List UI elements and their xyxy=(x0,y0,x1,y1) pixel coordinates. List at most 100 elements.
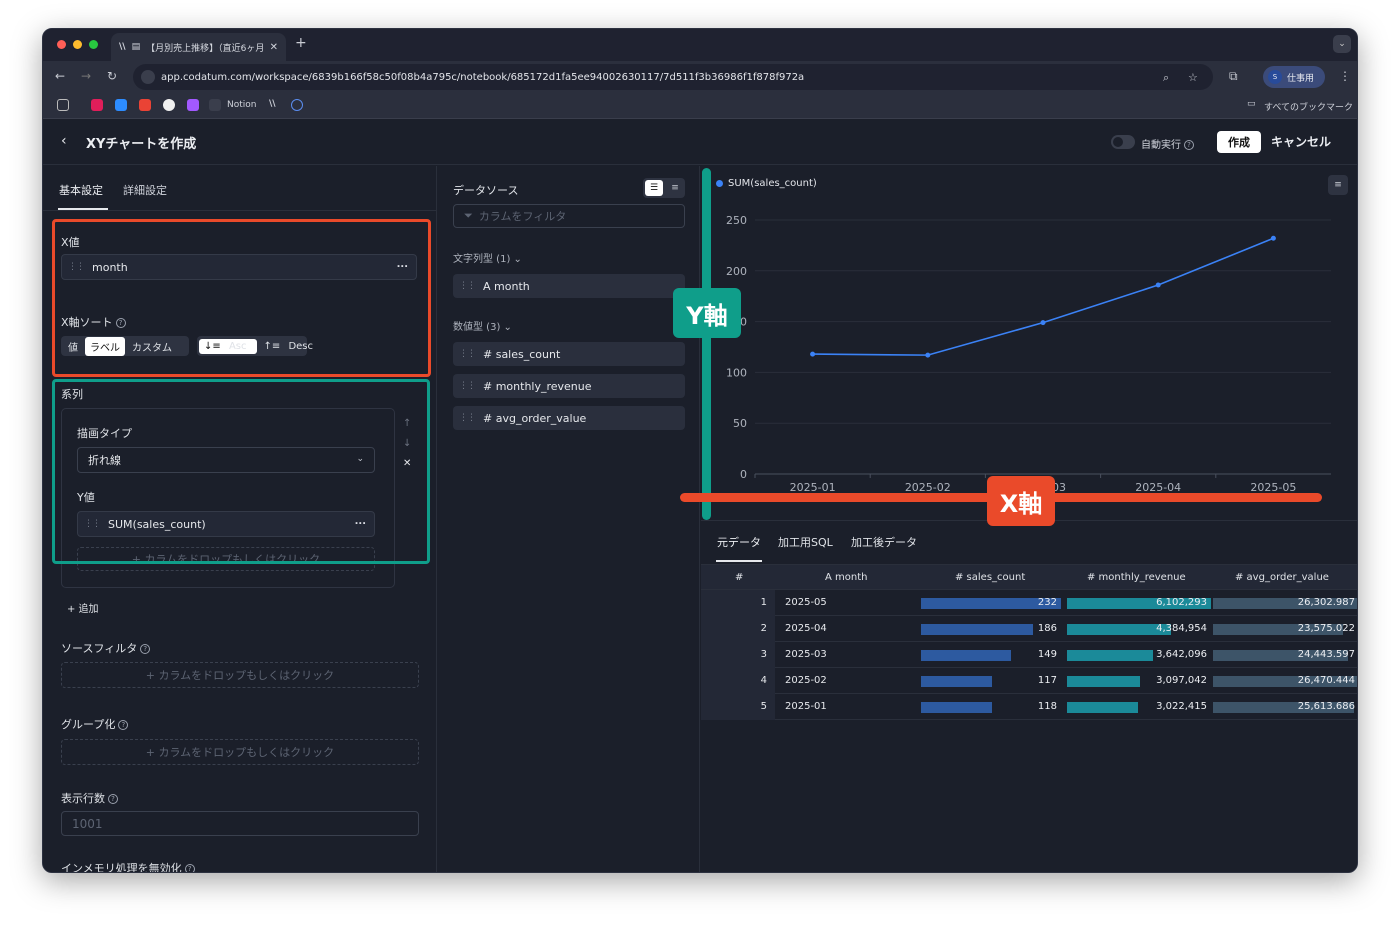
series-line[interactable] xyxy=(812,237,1274,356)
codatum-bookmark-icon[interactable]: \\ xyxy=(269,99,276,109)
column-avg-order-value[interactable]: ⋮⋮ # avg_order_value xyxy=(453,406,685,430)
y-value-field[interactable]: ⋮⋮ SUM(sales_count) ··· xyxy=(77,511,375,537)
new-tab-icon[interactable]: + xyxy=(295,35,307,51)
drag-handle-icon[interactable]: ⋮⋮ xyxy=(459,413,476,423)
remove-series-icon[interactable]: ✕ xyxy=(403,458,412,469)
notion-icon[interactable] xyxy=(209,99,221,111)
cell-bar-sales-count xyxy=(921,624,1034,635)
data-point[interactable] xyxy=(1270,235,1276,241)
github-icon[interactable] xyxy=(163,99,175,111)
help-icon[interactable]: ? xyxy=(184,864,195,872)
reload-icon[interactable]: ↻ xyxy=(107,69,118,83)
sort-option-value[interactable]: 値 xyxy=(68,342,78,354)
tree-view-icon[interactable]: ☰ xyxy=(645,180,663,196)
help-icon[interactable]: ? xyxy=(1184,140,1194,150)
cell-bar-monthly-revenue xyxy=(1067,650,1153,661)
sort-option-custom[interactable]: カスタム xyxy=(132,342,172,354)
more-options-icon[interactable]: ··· xyxy=(354,518,366,530)
draw-type-select[interactable]: 折れ線 ⌄ xyxy=(77,447,375,473)
close-tab-icon[interactable]: ✕ xyxy=(269,41,278,53)
chart-filter-icon[interactable]: ≡ xyxy=(1328,175,1348,195)
figma-icon[interactable] xyxy=(187,99,199,111)
drag-handle-icon[interactable]: ⋮⋮ xyxy=(459,381,476,391)
browser-tab[interactable]: \\ ▤ 【月別売上推移】（直近6ヶ月 ✕ xyxy=(111,33,286,61)
cancel-button[interactable]: キャンセル xyxy=(1271,135,1332,149)
data-point[interactable] xyxy=(925,352,931,358)
tab-basic-settings[interactable]: 基本設定 xyxy=(59,184,103,197)
tab-search-icon[interactable]: ⌄ xyxy=(1333,35,1351,53)
y-axis-highlight xyxy=(702,168,711,520)
bookmark-notion[interactable]: Notion xyxy=(227,100,257,110)
drag-handle-icon[interactable]: ⋮⋮ xyxy=(459,281,476,291)
tab-advanced-settings[interactable]: 詳細設定 xyxy=(123,184,167,197)
close-window-icon[interactable] xyxy=(57,40,66,49)
column-sales-count[interactable]: ⋮⋮ # sales_count xyxy=(453,342,685,366)
tab-raw-data[interactable]: 元データ xyxy=(717,536,761,549)
header-month[interactable]: A month xyxy=(825,572,868,583)
sort-order-desc[interactable]: ↑≡ Desc xyxy=(263,340,314,352)
back-nav-icon[interactable]: ← xyxy=(55,69,66,83)
all-bookmarks[interactable]: すべてのブックマーク xyxy=(1264,103,1354,113)
rows-input[interactable]: 1001 xyxy=(61,811,419,836)
data-point[interactable] xyxy=(1155,282,1161,288)
y-tick-label: 200 xyxy=(726,265,747,278)
help-icon[interactable]: ? xyxy=(118,720,129,730)
sort-order-asc[interactable]: ↓≡ Asc xyxy=(199,338,257,354)
table-row[interactable]: 3 2025-03 149 3,642,096 24,443.597 xyxy=(701,642,1357,668)
table-row[interactable]: 5 2025-01 118 3,022,415 25,613.686 xyxy=(701,694,1357,720)
list-view-icon[interactable]: ≡ xyxy=(671,183,679,193)
minimize-window-icon[interactable] xyxy=(73,40,82,49)
sort-type-segment[interactable]: 値 ラベル カスタム xyxy=(61,336,189,356)
apps-grid-icon[interactable] xyxy=(57,99,69,111)
back-chevron-icon[interactable]: ‹ xyxy=(61,133,67,149)
column-filter-input[interactable]: ⏷ カラムをフィルタ xyxy=(453,204,685,228)
string-group-toggle[interactable]: 文字列型 (1) ⌄ xyxy=(453,254,522,265)
zoom-icon[interactable]: ⌕ xyxy=(1163,71,1170,84)
extensions-icon[interactable]: ⧉ xyxy=(1229,69,1238,83)
search-bookmark-icon[interactable] xyxy=(291,99,303,111)
sort-option-label[interactable]: ラベル xyxy=(85,336,125,356)
drag-handle-icon[interactable]: ⋮⋮ xyxy=(84,519,101,529)
site-info-icon[interactable] xyxy=(141,70,155,84)
profile-button[interactable]: S 仕事用 xyxy=(1263,66,1325,88)
numeric-group-toggle[interactable]: 数値型 (3) ⌄ xyxy=(453,322,512,333)
browser-menu-icon[interactable]: ⋮ xyxy=(1339,69,1351,83)
header-monthly-revenue[interactable]: # monthly_revenue xyxy=(1087,572,1186,583)
group-dropzone[interactable]: + カラムをドロップもしくはクリック xyxy=(61,739,419,765)
column-monthly-revenue[interactable]: ⋮⋮ # monthly_revenue xyxy=(453,374,685,398)
header-avg-order-value[interactable]: # avg_order_value xyxy=(1235,572,1329,583)
header-sales-count[interactable]: # sales_count xyxy=(955,572,1026,583)
view-toggle[interactable]: ☰ ≡ xyxy=(643,178,685,198)
help-icon[interactable]: ? xyxy=(140,644,151,654)
tab-processed-data[interactable]: 加工後データ xyxy=(851,536,917,549)
gmail-icon[interactable] xyxy=(139,99,151,111)
bookmark-star-icon[interactable]: ☆ xyxy=(1188,71,1198,84)
x-value-field[interactable]: ⋮⋮ month ··· xyxy=(61,254,417,280)
move-up-icon[interactable]: ↑ xyxy=(403,418,412,429)
drag-handle-icon[interactable]: ⋮⋮ xyxy=(459,349,476,359)
add-series-button[interactable]: + 追加 xyxy=(67,604,99,615)
chart-legend[interactable]: SUM(sales_count) xyxy=(716,178,817,189)
data-point[interactable] xyxy=(810,351,816,357)
sort-order-segment[interactable]: ↓≡ Asc ↑≡ Desc xyxy=(197,336,313,356)
move-down-icon[interactable]: ↓ xyxy=(403,438,412,449)
source-filter-dropzone[interactable]: + カラムをドロップもしくはクリック xyxy=(61,662,419,688)
tab-processing-sql[interactable]: 加工用SQL xyxy=(778,536,833,549)
autorun-toggle[interactable] xyxy=(1111,135,1135,149)
forward-nav-icon[interactable]: → xyxy=(81,69,92,83)
data-point[interactable] xyxy=(1040,320,1046,326)
url-bar[interactable]: app.codatum.com/workspace/6839b166f58c50… xyxy=(133,64,1213,90)
table-row[interactable]: 1 2025-05 232 6,102,293 26,302.987 xyxy=(701,590,1357,616)
drag-handle-icon[interactable]: ⋮⋮ xyxy=(68,262,85,272)
column-month[interactable]: ⋮⋮ A month xyxy=(453,274,685,298)
slack-icon[interactable] xyxy=(91,99,103,111)
help-icon[interactable]: ? xyxy=(115,318,126,328)
table-row[interactable]: 4 2025-02 117 3,097,042 26,470.444 xyxy=(701,668,1357,694)
maximize-window-icon[interactable] xyxy=(89,40,98,49)
calendar-icon[interactable] xyxy=(115,99,127,111)
help-icon[interactable]: ? xyxy=(108,794,118,804)
more-options-icon[interactable]: ··· xyxy=(396,261,408,273)
create-button[interactable]: 作成 xyxy=(1217,131,1261,153)
table-row[interactable]: 2 2025-04 186 4,384,954 23,575.022 xyxy=(701,616,1357,642)
x-settings-highlight xyxy=(52,219,431,377)
